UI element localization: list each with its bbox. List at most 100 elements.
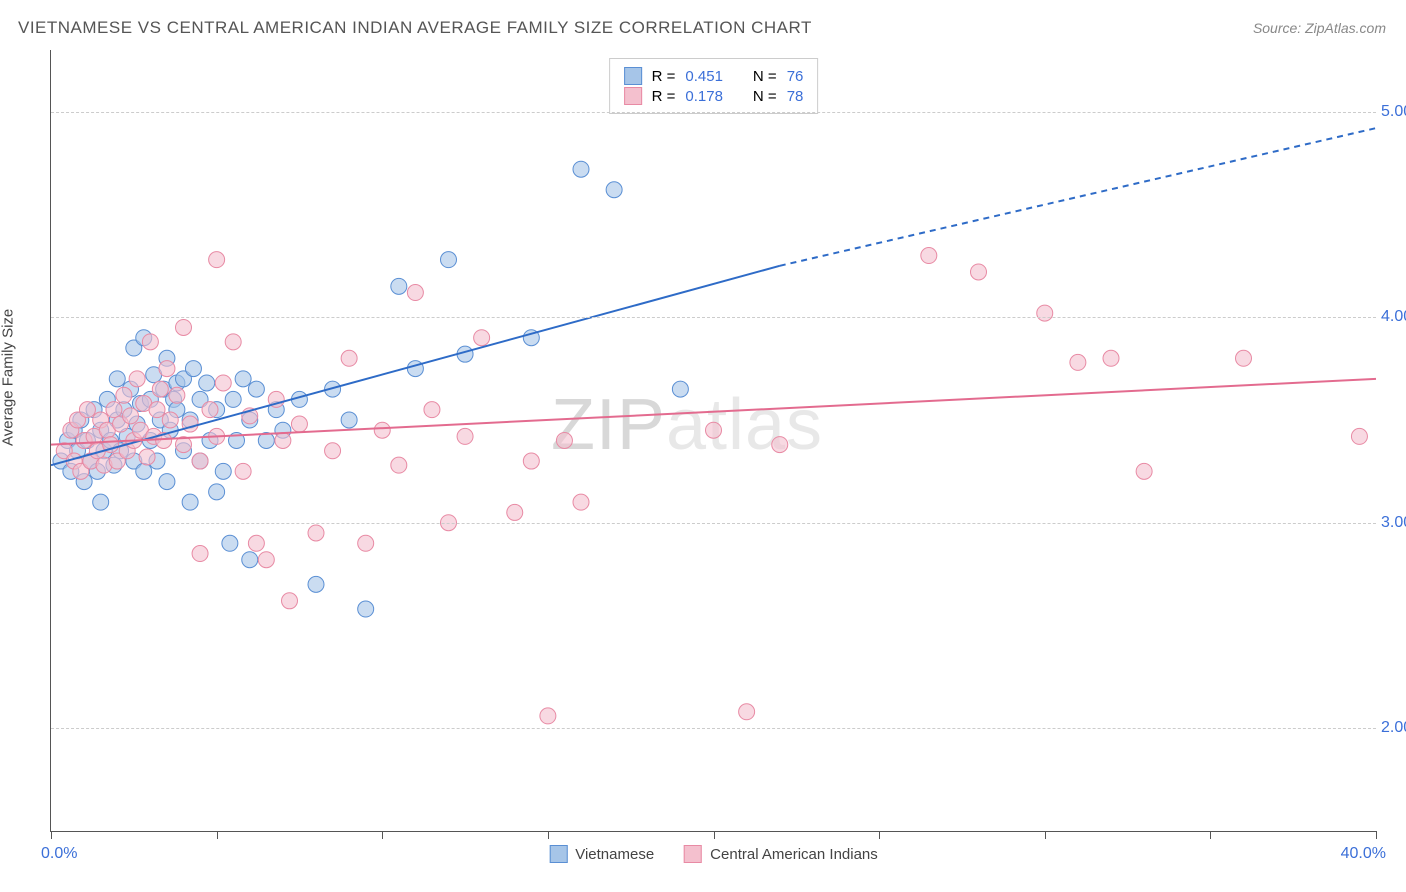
legend-n-label: N = xyxy=(753,68,777,85)
plot-area: ZIPatlas R =0.451N =76R =0.178N =78 0.0%… xyxy=(50,50,1376,832)
gridline xyxy=(51,728,1376,729)
x-tick xyxy=(879,831,880,839)
scatter-point xyxy=(441,252,457,268)
scatter-point xyxy=(1103,350,1119,366)
correlation-legend: R = 0.451 N = 76 R = 0.178 N = 78 xyxy=(609,58,819,114)
x-tick xyxy=(51,831,52,839)
y-tick-label: 4.00 xyxy=(1381,308,1406,326)
scatter-point xyxy=(192,546,208,562)
chart-title: VIETNAMESE VS CENTRAL AMERICAN INDIAN AV… xyxy=(18,18,812,38)
scatter-point xyxy=(139,449,155,465)
correlation-legend-row: R = 0.451 N = 76 xyxy=(624,67,804,85)
scatter-point xyxy=(706,422,722,438)
scatter-point xyxy=(275,433,291,449)
series-legend-item: Vietnamese xyxy=(549,845,654,863)
scatter-point xyxy=(109,371,125,387)
scatter-point xyxy=(1236,350,1252,366)
legend-r-value: 0.451 xyxy=(685,68,723,85)
gridline xyxy=(51,317,1376,318)
scatter-point xyxy=(325,443,341,459)
legend-swatch xyxy=(624,67,642,85)
y-axis-label: Average Family Size xyxy=(0,309,17,446)
scatter-point xyxy=(123,408,139,424)
trend-line-dash xyxy=(780,128,1376,266)
scatter-point xyxy=(606,182,622,198)
scatter-point xyxy=(242,552,258,568)
scatter-point xyxy=(209,252,225,268)
scatter-point xyxy=(142,334,158,350)
scatter-point xyxy=(739,704,755,720)
scatter-point xyxy=(169,387,185,403)
scatter-point xyxy=(235,463,251,479)
scatter-point xyxy=(507,504,523,520)
x-axis-min-label: 0.0% xyxy=(41,845,77,863)
scatter-point xyxy=(474,330,490,346)
legend-r-label: R = xyxy=(652,68,676,85)
scatter-point xyxy=(341,412,357,428)
scatter-point xyxy=(222,535,238,551)
scatter-point xyxy=(540,708,556,724)
x-tick xyxy=(1045,831,1046,839)
scatter-point xyxy=(248,381,264,397)
scatter-point xyxy=(215,463,231,479)
scatter-point xyxy=(199,375,215,391)
scatter-point xyxy=(185,361,201,377)
legend-swatch xyxy=(684,845,702,863)
legend-n-value: 78 xyxy=(787,88,804,105)
scatter-point xyxy=(1136,463,1152,479)
legend-swatch xyxy=(549,845,567,863)
scatter-point xyxy=(1070,354,1086,370)
scatter-point xyxy=(136,463,152,479)
series-legend-label: Vietnamese xyxy=(575,846,654,863)
correlation-legend-row: R = 0.178 N = 78 xyxy=(624,87,804,105)
x-tick xyxy=(382,831,383,839)
scatter-point xyxy=(282,593,298,609)
legend-n-label: N = xyxy=(753,88,777,105)
scatter-point xyxy=(159,474,175,490)
legend-r-label: R = xyxy=(652,88,676,105)
scatter-point xyxy=(407,285,423,301)
scatter-point xyxy=(116,387,132,403)
scatter-point xyxy=(215,375,231,391)
scatter-point xyxy=(79,402,95,418)
scatter-point xyxy=(391,278,407,294)
scatter-point xyxy=(772,437,788,453)
scatter-point xyxy=(556,433,572,449)
scatter-point xyxy=(374,422,390,438)
scatter-point xyxy=(1351,428,1367,444)
gridline xyxy=(51,112,1376,113)
scatter-point xyxy=(93,494,109,510)
y-tick-label: 5.00 xyxy=(1381,103,1406,121)
scatter-point xyxy=(192,453,208,469)
source-citation: Source: ZipAtlas.com xyxy=(1253,20,1386,36)
scatter-point xyxy=(358,535,374,551)
legend-n-value: 76 xyxy=(787,68,804,85)
legend-r-value: 0.178 xyxy=(685,88,723,105)
scatter-point xyxy=(358,601,374,617)
scatter-point xyxy=(391,457,407,473)
x-tick xyxy=(548,831,549,839)
scatter-point xyxy=(209,484,225,500)
y-tick-label: 3.00 xyxy=(1381,514,1406,532)
x-tick xyxy=(1210,831,1211,839)
legend-swatch xyxy=(624,87,642,105)
chart-svg xyxy=(51,50,1376,831)
scatter-point xyxy=(1037,305,1053,321)
scatter-point xyxy=(182,494,198,510)
scatter-point xyxy=(202,402,218,418)
scatter-point xyxy=(308,576,324,592)
scatter-point xyxy=(341,350,357,366)
scatter-point xyxy=(308,525,324,541)
x-tick xyxy=(217,831,218,839)
scatter-point xyxy=(235,371,251,387)
series-legend-label: Central American Indians xyxy=(710,846,878,863)
scatter-point xyxy=(149,402,165,418)
scatter-point xyxy=(573,161,589,177)
scatter-point xyxy=(176,319,192,335)
scatter-point xyxy=(162,412,178,428)
scatter-point xyxy=(672,381,688,397)
scatter-point xyxy=(258,552,274,568)
scatter-point xyxy=(457,428,473,444)
series-legend-item: Central American Indians xyxy=(684,845,878,863)
scatter-point xyxy=(523,453,539,469)
